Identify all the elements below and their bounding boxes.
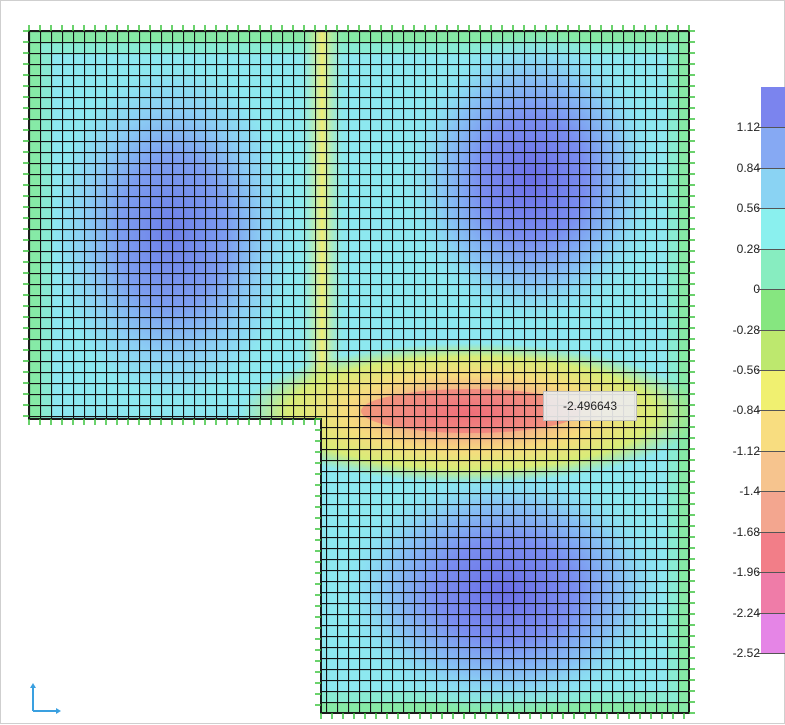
legend-label: -0.84 xyxy=(732,403,760,418)
legend-tick xyxy=(757,329,785,331)
legend-tick xyxy=(757,450,785,452)
legend-tick xyxy=(757,167,785,169)
legend-tick xyxy=(757,653,785,654)
legend-label: -2.52 xyxy=(732,646,760,660)
contour-legend: 1.120.840.560.280-0.28-0.56-0.84-1.12-1.… xyxy=(733,87,785,660)
legend-label: -0.56 xyxy=(732,363,760,377)
legend-tick xyxy=(757,127,785,129)
axis-triad-icon xyxy=(30,683,61,714)
legend-swatch xyxy=(761,491,785,532)
legend-swatch xyxy=(761,450,785,492)
legend-label: -1.12 xyxy=(732,443,760,458)
value-tooltip: -2.496643 xyxy=(543,391,637,421)
legend-swatch xyxy=(761,531,785,573)
legend-swatch xyxy=(761,127,785,168)
legend-swatch xyxy=(761,329,785,370)
plate-contour-fill xyxy=(29,31,689,713)
legend-label: 0.84 xyxy=(736,160,760,175)
legend-tick xyxy=(757,531,785,533)
legend-swatch xyxy=(761,612,785,653)
legend-tick xyxy=(757,289,785,291)
legend-swatch xyxy=(761,410,785,451)
contour-plot-canvas[interactable] xyxy=(1,1,761,725)
legend-tick xyxy=(757,370,785,371)
legend-label: 1.12 xyxy=(736,120,760,135)
legend-swatch xyxy=(761,87,785,128)
legend-label: 0.28 xyxy=(736,241,760,256)
value-tooltip-text: -2.496643 xyxy=(562,399,618,413)
legend-swatch xyxy=(761,572,785,613)
legend-swatch xyxy=(761,289,785,330)
legend-swatch xyxy=(761,167,785,209)
legend-label: -1.96 xyxy=(732,565,760,580)
legend-swatch xyxy=(761,208,785,249)
legend-label: -1.68 xyxy=(732,524,760,539)
legend-tick xyxy=(757,612,785,614)
support-ticks xyxy=(23,25,695,719)
legend-label: -0.28 xyxy=(732,322,760,337)
legend-tick xyxy=(757,410,785,412)
legend-tick xyxy=(757,572,785,574)
legend-tick xyxy=(757,491,785,493)
legend-swatch xyxy=(761,370,785,411)
legend-label: -2.24 xyxy=(732,605,760,620)
legend-tick xyxy=(757,208,785,210)
legend-swatch xyxy=(761,248,785,290)
legend-label: 0.56 xyxy=(736,201,760,216)
legend-tick xyxy=(757,248,785,250)
legend-label: 0 xyxy=(700,282,760,296)
legend-label: -1.4 xyxy=(739,484,760,499)
